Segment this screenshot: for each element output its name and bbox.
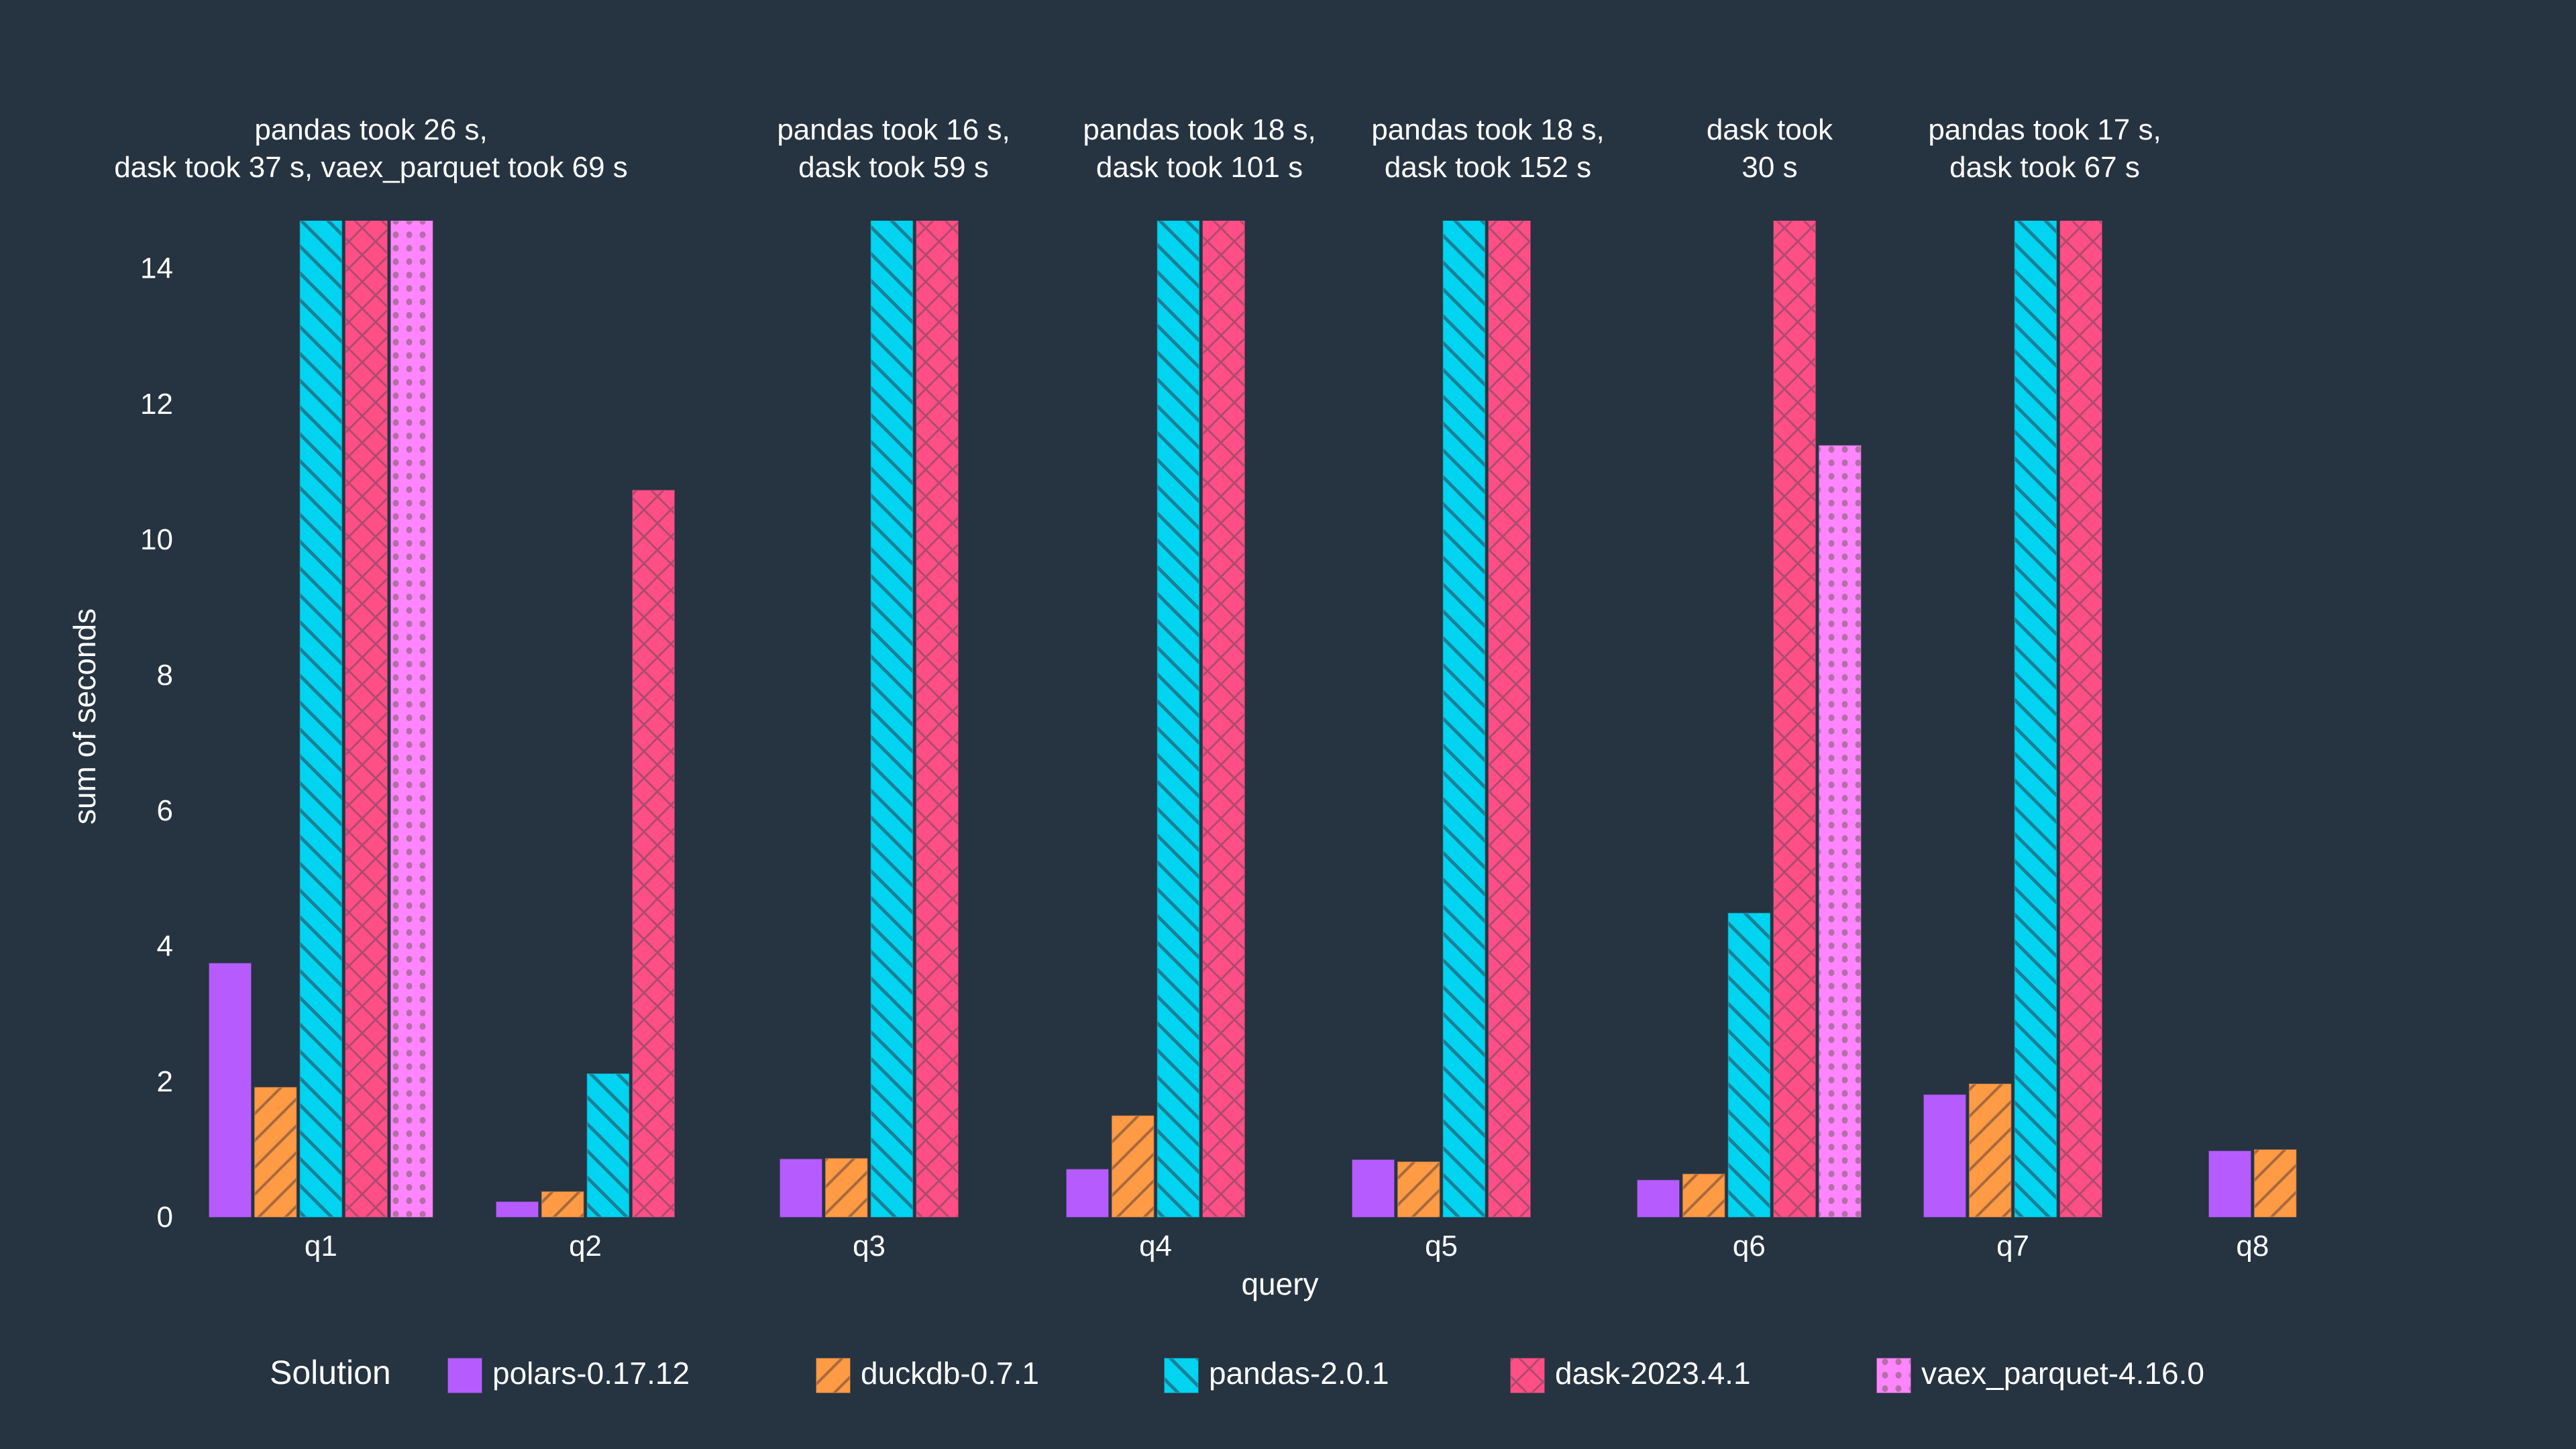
bar-q2-duckdb-0.7.1	[541, 1191, 584, 1218]
bar-q6-polars-0.17.12	[1637, 1179, 1680, 1218]
annotation-line: pandas took 18 s,	[1371, 113, 1604, 146]
y-tick-label: 4	[157, 930, 173, 963]
annotations: pandas took 26 s, dask took 37 s, vaex_pa…	[114, 113, 2161, 184]
bar-q1-polars-0.17.12	[209, 963, 252, 1218]
bar-q7-dask-2023.4.1	[2059, 221, 2102, 1218]
bar-q3-duckdb-0.7.1	[824, 1158, 868, 1218]
bar-q1-duckdb-0.7.1	[254, 1087, 297, 1218]
y-tick-label: 10	[140, 523, 173, 556]
annotation-q4: pandas took 18 s, dask took 101 s	[1083, 113, 1316, 184]
legend-swatch	[1876, 1358, 1911, 1393]
annotation-q3: pandas took 16 s, dask took 59 s	[777, 113, 1010, 184]
bar-q1-vaex_parquet-4.16.0	[390, 221, 433, 1218]
legend-title: Solution	[270, 1354, 391, 1391]
legend-label: pandas-2.0.1	[1209, 1356, 1389, 1391]
bar-q7-polars-0.17.12	[1923, 1094, 1966, 1218]
bars	[209, 221, 2297, 1218]
bar-q2-pandas-2.0.1	[586, 1073, 630, 1218]
annotation-q5: pandas took 18 s, dask took 152 s	[1371, 113, 1604, 184]
annotation-line: dask took 67 s	[1949, 151, 2140, 184]
bar-q7-duckdb-0.7.1	[1968, 1083, 2012, 1218]
x-tick-label: q7	[1996, 1230, 2029, 1263]
x-tick-label: q1	[305, 1230, 337, 1263]
bar-q6-duckdb-0.7.1	[1682, 1173, 1725, 1218]
bar-q6-vaex_parquet-4.16.0	[1819, 445, 1862, 1218]
legend-label: vaex_parquet-4.16.0	[1921, 1356, 2204, 1391]
legend-item-dask-2023.4.1[interactable]: dask-2023.4.1	[1510, 1356, 1751, 1393]
bar-q2-dask-2023.4.1	[632, 490, 675, 1218]
bar-q8-duckdb-0.7.1	[2253, 1149, 2297, 1218]
annotation-q1: pandas took 26 s, dask took 37 s, vaex_pa…	[114, 113, 628, 184]
legend-swatch	[816, 1358, 851, 1393]
bar-q5-dask-2023.4.1	[1488, 221, 1531, 1218]
legend-swatch	[447, 1358, 482, 1393]
legend-label: duckdb-0.7.1	[861, 1356, 1039, 1391]
annotation-line: dask took 37 s, vaex_parquet took 69 s	[114, 151, 628, 184]
legend-item-pandas-2.0.1[interactable]: pandas-2.0.1	[1164, 1356, 1389, 1393]
x-axis-title: query	[1241, 1267, 1318, 1301]
bar-q3-pandas-2.0.1	[870, 221, 914, 1218]
bar-q6-dask-2023.4.1	[1773, 221, 1816, 1218]
y-tick-label: 8	[157, 659, 173, 692]
y-tick-label: 12	[140, 388, 173, 421]
bar-q3-polars-0.17.12	[780, 1159, 822, 1218]
annotation-line: dask took 59 s	[798, 151, 989, 184]
bar-q1-pandas-2.0.1	[299, 221, 343, 1218]
bar-q3-dask-2023.4.1	[916, 221, 959, 1218]
annotation-line: dask took	[1707, 113, 1833, 146]
bar-q4-polars-0.17.12	[1066, 1169, 1109, 1218]
legend-swatch	[1164, 1358, 1199, 1393]
bar-q7-pandas-2.0.1	[2014, 221, 2057, 1218]
y-tick-label: 0	[157, 1201, 173, 1234]
legend: Solution polars-0.17.12 duckdb-0.7.1 panda…	[270, 1354, 2204, 1393]
bar-q4-dask-2023.4.1	[1202, 221, 1245, 1218]
bar-q4-duckdb-0.7.1	[1111, 1115, 1155, 1218]
bar-q5-duckdb-0.7.1	[1397, 1161, 1440, 1218]
x-axis: q1 q2 q3 q4 q5 q6 q7 q8	[305, 1230, 2269, 1263]
legend-label: dask-2023.4.1	[1555, 1356, 1751, 1391]
bar-q5-pandas-2.0.1	[1442, 221, 1486, 1218]
legend-item-vaex_parquet-4.16.0[interactable]: vaex_parquet-4.16.0	[1876, 1356, 2204, 1393]
annotation-line: pandas took 17 s,	[1928, 113, 2161, 146]
bar-q8-polars-0.17.12	[2208, 1150, 2251, 1218]
annotation-line: pandas took 26 s,	[254, 113, 487, 146]
x-tick-label: q5	[1425, 1230, 1458, 1263]
annotation-line: 30 s	[1741, 151, 1797, 184]
bar-q1-dask-2023.4.1	[345, 221, 388, 1218]
bar-q4-pandas-2.0.1	[1157, 221, 1200, 1218]
annotation-line: pandas took 16 s,	[777, 113, 1010, 146]
legend-item-duckdb-0.7.1[interactable]: duckdb-0.7.1	[816, 1356, 1039, 1393]
legend-item-polars-0.17.12[interactable]: polars-0.17.12	[447, 1356, 690, 1393]
bar-q5-polars-0.17.12	[1352, 1159, 1395, 1218]
y-tick-label: 2	[157, 1065, 173, 1098]
legend-swatch	[1510, 1358, 1545, 1393]
annotation-q6: dask took 30 s	[1707, 113, 1833, 184]
legend-label: polars-0.17.12	[492, 1356, 690, 1391]
x-tick-label: q4	[1139, 1230, 1172, 1263]
y-tick-label: 6	[157, 794, 173, 827]
annotation-line: pandas took 18 s,	[1083, 113, 1316, 146]
x-tick-label: q6	[1733, 1230, 1766, 1263]
annotation-q7: pandas took 17 s, dask took 67 s	[1928, 113, 2161, 184]
y-axis: 0 2 4 6 8 10 12 14	[140, 252, 173, 1234]
y-axis-title: sum of seconds	[67, 608, 102, 824]
bar-q6-pandas-2.0.1	[1727, 912, 1771, 1218]
y-tick-label: 14	[140, 252, 173, 285]
x-tick-label: q2	[569, 1230, 602, 1263]
x-tick-label: q3	[853, 1230, 885, 1263]
annotation-line: dask took 152 s	[1385, 151, 1591, 184]
bar-q2-polars-0.17.12	[496, 1201, 539, 1218]
annotation-line: dask took 101 s	[1096, 151, 1303, 184]
x-tick-label: q8	[2236, 1230, 2269, 1263]
